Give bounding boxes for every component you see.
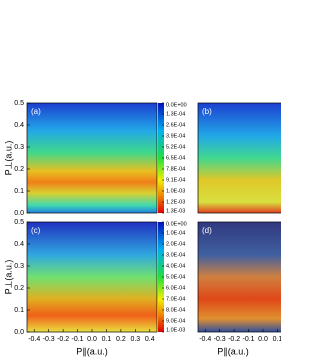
y-tick-label: 0.2	[14, 285, 24, 292]
y-tick-label: 0.4	[14, 122, 24, 129]
colorbar-tick-label: 1.3E-04	[166, 111, 185, 117]
panel-label: (c)	[31, 226, 41, 235]
x-tick-label: -0.3	[214, 336, 226, 343]
x-tick-label: -0.2	[228, 336, 240, 343]
figure: (a) 0.0 0.1 0.2 0.3 0.4 0.5 P⊥(a.u.) 0.0E+00 1.3E…	[3, 100, 281, 357]
colorbar-tick-label: 1.0E-03	[166, 188, 185, 194]
x-tick-label: 0.0	[87, 336, 97, 343]
plot-frame	[26, 102, 158, 214]
colorbar-tick-label: 6.0E-04	[166, 285, 185, 291]
colorbar-tick-label: 1.2E-03	[166, 199, 185, 205]
x-tick-label: 0.1	[102, 336, 112, 343]
colorbar-tick-label: 6.5E-04	[166, 155, 185, 161]
y-axis-title: P⊥(a.u.)	[3, 141, 13, 176]
plot-frame	[197, 102, 281, 214]
colorbar-tick-label: 3.9E-04	[166, 133, 185, 139]
colorbar-tick-label: 1.0E-03	[166, 327, 185, 333]
x-axis-title: P∥(a.u.)	[217, 346, 249, 356]
x-tick-label: 0.2	[116, 336, 126, 343]
colorbar-tick-label: 8.0E-04	[166, 307, 185, 313]
x-tick-label: 0.3	[130, 336, 140, 343]
colorbar-scale	[158, 222, 164, 332]
colorbar-tick-label: 1.0E-04	[166, 230, 185, 236]
y-tick-label: 0.1	[14, 188, 24, 195]
panel-label: (b)	[202, 107, 212, 116]
y-tick-label: 0.1	[14, 307, 24, 314]
x-tick-label: 0.1	[273, 336, 281, 343]
colorbar-tick-label: 2.6E-04	[166, 122, 185, 128]
colorbar-tick-label: 9.0E-04	[166, 318, 185, 324]
colorbar-tick-label: 7.0E-04	[166, 296, 185, 302]
y-tick-label: 0.3	[14, 263, 24, 270]
colorbar-tick-label: 0.0E+00	[166, 102, 187, 108]
colorbar-tick-label: 0.0E+00	[166, 221, 187, 227]
heatmap-image	[198, 103, 281, 213]
colorbar-tick-label: 7.8E-04	[166, 166, 185, 172]
x-tick-label: -0.2	[57, 336, 69, 343]
y-tick-label: 0.3	[14, 144, 24, 151]
y-axis-title: P⊥(a.u.)	[3, 260, 13, 295]
colorbar-tick-label: 9.1E-04	[166, 177, 185, 183]
panel: (c)0.00.10.20.30.40.5-0.4 -0.3 -0.2 -0.1 0.0…	[3, 219, 186, 357]
colorbar-tick-label: 2.0E-04	[166, 241, 185, 247]
panel: (d) -0.4 -0.3 -0.2 -0.1 0.0 0.1 P∥(a.u.)	[197, 221, 281, 356]
colorbar: 0.0E+00 1.3E-04 2.6E-04 3.9E-04 5.2E-04 6.5E-…	[158, 102, 187, 214]
y-tick-label: 0.5	[14, 100, 24, 107]
x-tick-label: -0.4	[28, 336, 40, 343]
x-tick-label: -0.1	[243, 336, 255, 343]
colorbar-tick-label: 5.2E-04	[166, 144, 185, 150]
colorbar-scale	[158, 103, 164, 213]
x-tick-label: -0.4	[199, 336, 211, 343]
heatmap-image	[198, 222, 281, 332]
colorbar-tick-label: 1.3E-03	[166, 208, 185, 214]
x-tick-label: 0.0	[258, 336, 268, 343]
panel: (a) 0.0 0.1 0.2 0.3 0.4 0.5 P⊥(a.u.) 0.0E+00 1.3E…	[3, 100, 186, 217]
colorbar-tick-label: 5.0E-04	[166, 274, 185, 280]
y-tick-label: 0.0	[14, 329, 24, 336]
panel: (b)	[197, 102, 281, 214]
colorbar-tick-label: 4.0E-04	[166, 263, 185, 269]
x-axis-title: P∥(a.u.)	[76, 346, 108, 356]
colorbar-tick-label: 3.0E-04	[166, 252, 185, 258]
heatmap-image	[27, 222, 157, 332]
y-tick-label: 0.4	[14, 241, 24, 248]
y-tick-label: 0.2	[14, 166, 24, 173]
panel-label: (d)	[202, 226, 212, 235]
heatmap-image	[27, 103, 157, 213]
y-tick-label: 0.5	[14, 219, 24, 226]
colorbar: 0.0E+00 1.0E-04 2.0E-04 3.0E-04 4.0E-04 5.0E-…	[158, 221, 187, 333]
x-tick-label: 0.4	[145, 336, 155, 343]
panel-label: (a)	[31, 107, 41, 116]
x-tick-label: -0.1	[72, 336, 84, 343]
y-tick-label: 0.0	[14, 210, 24, 217]
x-tick-label: -0.3	[43, 336, 55, 343]
